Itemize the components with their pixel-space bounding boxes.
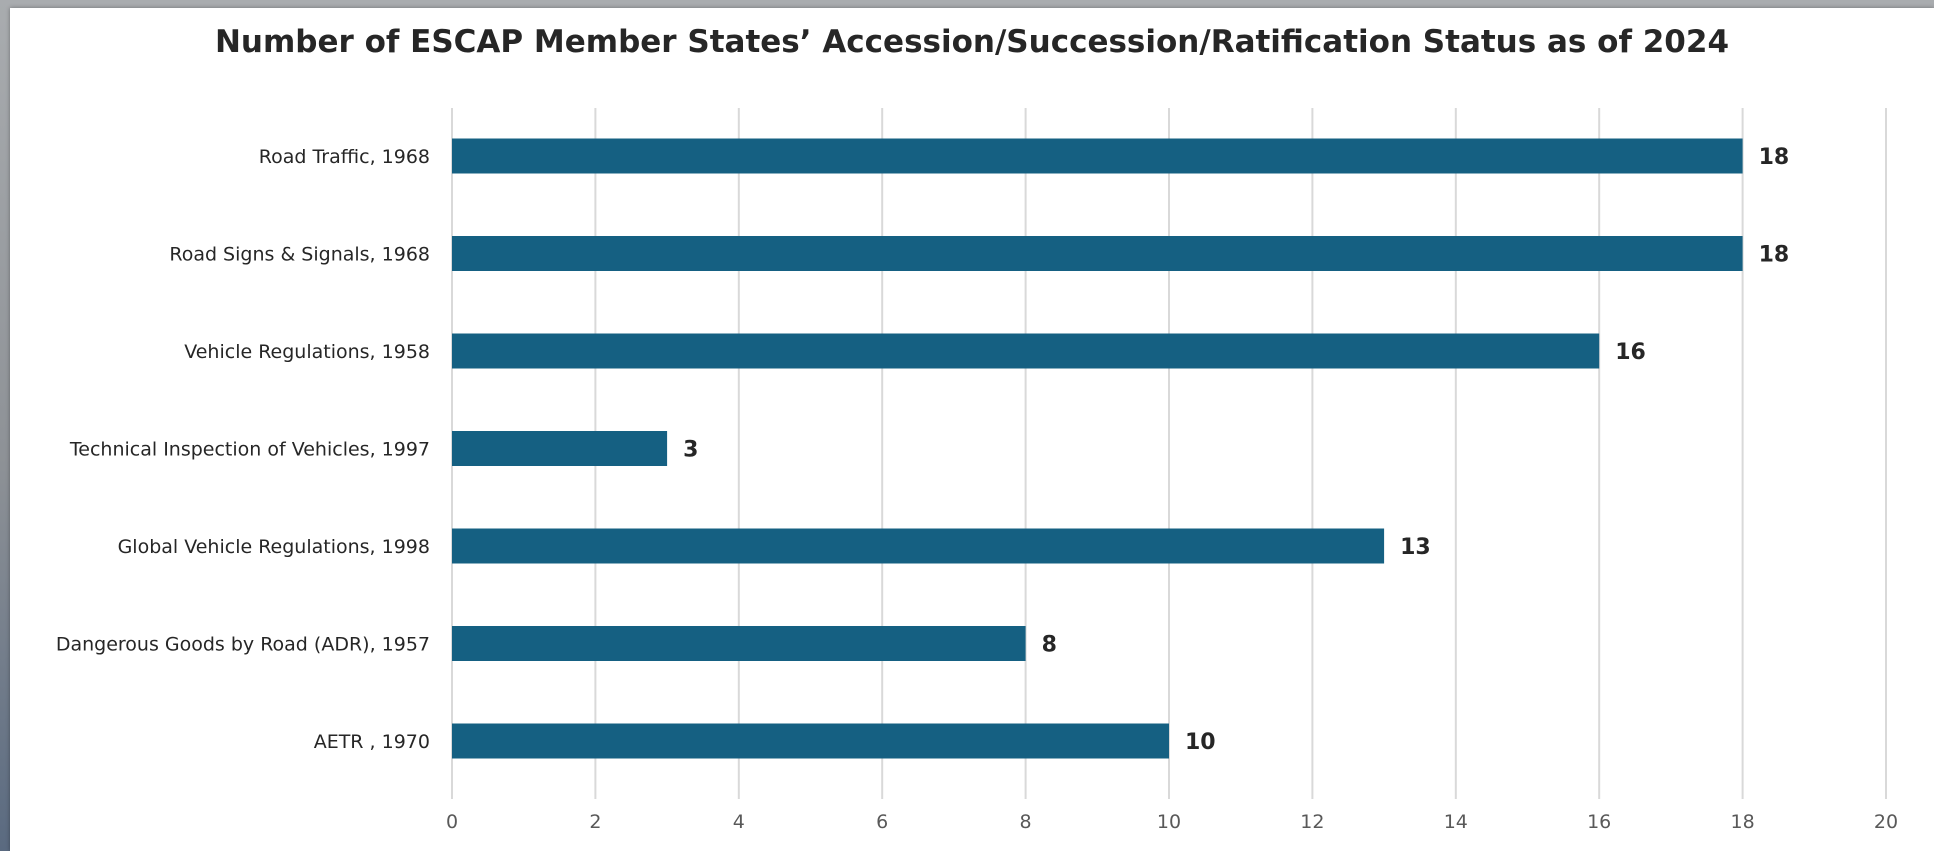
tick-label-18: 18 bbox=[1731, 811, 1755, 833]
tick-label-4: 4 bbox=[733, 811, 745, 833]
bar-1 bbox=[452, 236, 1743, 271]
bar-0 bbox=[452, 138, 1743, 174]
tick-label-2: 2 bbox=[589, 811, 601, 833]
data-label-6: 10 bbox=[1185, 730, 1216, 755]
category-label-4: Global Vehicle Regulations, 1998 bbox=[118, 536, 430, 558]
data-label-5: 8 bbox=[1042, 633, 1057, 658]
data-labels: 18 18 16 3 13 8 10 bbox=[683, 145, 1789, 755]
bar-chart: Number of ESCAP Member States’ Accession… bbox=[56, 24, 1898, 833]
bar-2 bbox=[452, 333, 1600, 369]
category-label-6: AETR , 1970 bbox=[314, 731, 430, 753]
tick-label-6: 6 bbox=[876, 811, 888, 833]
gridlines bbox=[451, 108, 1887, 799]
data-label-2: 16 bbox=[1615, 340, 1646, 365]
data-label-3: 3 bbox=[683, 438, 698, 463]
tick-label-0: 0 bbox=[446, 811, 458, 833]
bar-5 bbox=[452, 626, 1026, 661]
tick-label-20: 20 bbox=[1874, 811, 1898, 833]
x-axis-tick-labels: 0 2 4 6 8 10 12 14 16 18 20 bbox=[446, 811, 1898, 833]
tick-label-12: 12 bbox=[1300, 811, 1324, 833]
tick-label-8: 8 bbox=[1020, 811, 1032, 833]
data-label-4: 13 bbox=[1400, 535, 1431, 560]
bar-6 bbox=[452, 723, 1169, 759]
bar-3 bbox=[452, 431, 668, 466]
chart-panel: Number of ESCAP Member States’ Accession… bbox=[10, 8, 1934, 851]
tick-label-10: 10 bbox=[1157, 811, 1181, 833]
data-label-1: 18 bbox=[1759, 243, 1790, 268]
bar-4 bbox=[452, 528, 1385, 564]
category-label-3: Technical Inspection of Vehicles, 1997 bbox=[69, 439, 430, 461]
chart-title: Number of ESCAP Member States’ Accession… bbox=[215, 24, 1729, 60]
data-label-0: 18 bbox=[1759, 145, 1790, 170]
category-label-5: Dangerous Goods by Road (ADR), 1957 bbox=[56, 634, 430, 656]
category-labels: Road Traffic, 1968 Road Signs & Signals, … bbox=[56, 146, 430, 753]
bars bbox=[452, 138, 1743, 759]
category-label-1: Road Signs & Signals, 1968 bbox=[169, 244, 430, 266]
tick-label-14: 14 bbox=[1444, 811, 1468, 833]
category-label-0: Road Traffic, 1968 bbox=[259, 146, 430, 168]
tick-label-16: 16 bbox=[1587, 811, 1611, 833]
category-label-2: Vehicle Regulations, 1958 bbox=[184, 341, 430, 363]
